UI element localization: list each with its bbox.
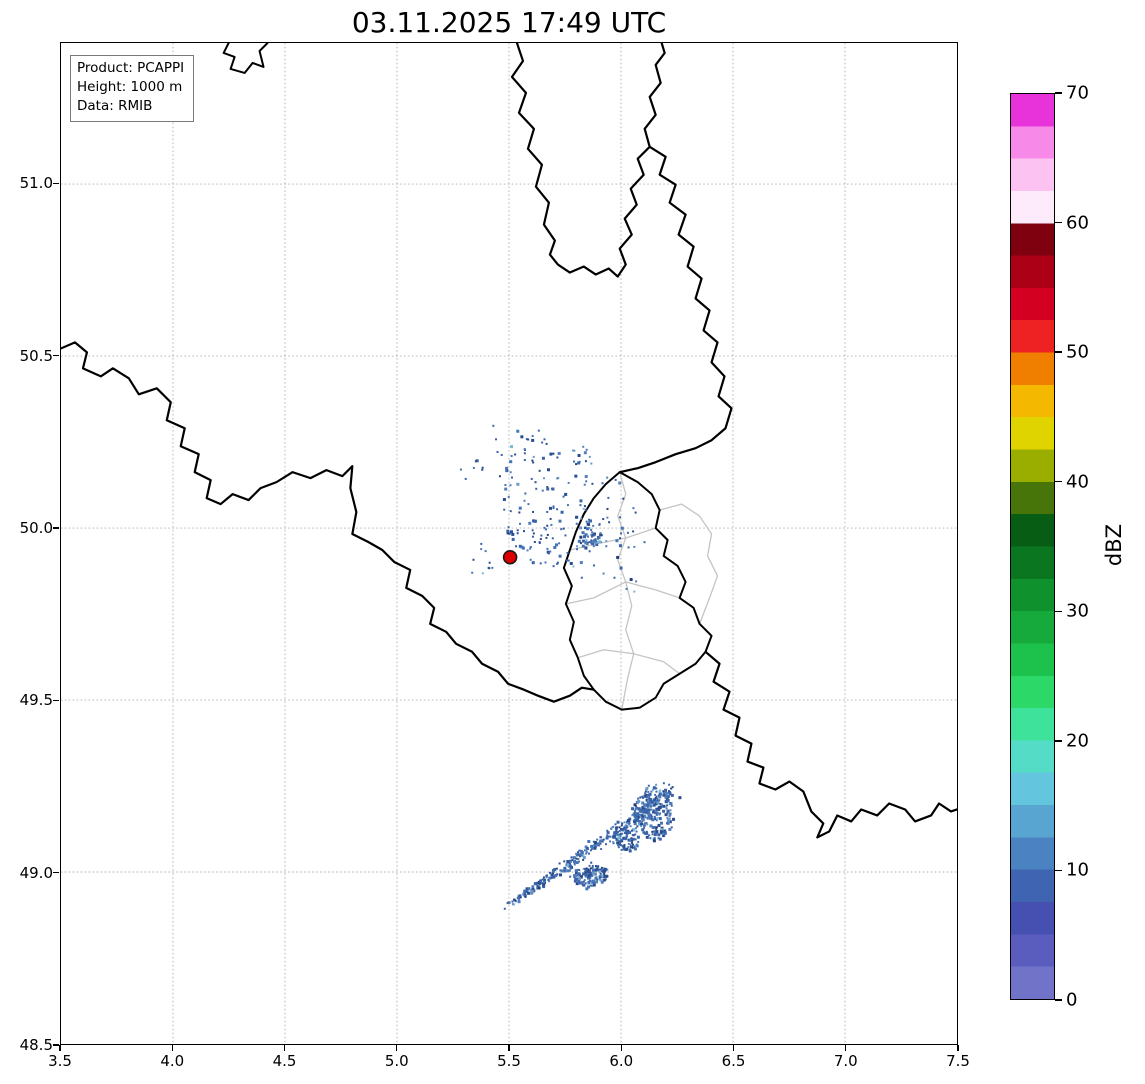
colorbar-tick-mark [1055,92,1062,94]
colorbar-tick-mark [1055,740,1062,742]
x-tick-mark [283,1045,286,1051]
x-tick-mark [508,1045,510,1051]
border-belgium-france [61,341,595,703]
radar-site-marker [502,549,518,565]
x-tick-label: 4.5 [272,1052,297,1070]
colorbar-tick-mark [1055,999,1062,1001]
colorbar-tick-label: 20 [1066,730,1089,752]
border-belgium-germany [618,145,733,474]
x-tick-label: 6.0 [609,1052,634,1070]
legend-box: Product: PCAPPI Height: 1000 m Data: RMI… [70,55,195,123]
y-tick-mark [53,699,59,702]
colorbar-tick-mark [1055,481,1062,483]
colorbar-tick-mark [1055,869,1062,872]
legend-line-height: Height: 1000 m [77,79,183,96]
colorbar-tick-mark [1055,351,1062,353]
colorbar-tick-label: 50 [1066,341,1089,363]
y-tick-label: 51.0 [19,174,53,193]
legend-line-product: Product: PCAPPI [77,60,185,76]
colorbar-tick-label: 60 [1066,212,1089,234]
x-tick-label: 7.0 [833,1052,858,1070]
chart-title: 03.11.2025 17:49 UTC [351,6,667,39]
colorbar-tick-label: 40 [1066,471,1089,493]
border-fragment-north [222,43,269,74]
colorbar-tick-label: 30 [1066,600,1089,622]
x-tick-label: 5.5 [497,1052,521,1070]
radar-echoes [459,424,682,910]
x-tick-mark [620,1045,622,1051]
x-tick-label: 3.5 [48,1052,72,1070]
colorbar-tick-label: 70 [1066,82,1089,104]
map-canvas [61,43,957,1044]
colorbar-label: dBZ [1102,523,1126,567]
x-tick-mark [396,1045,398,1051]
colorbar-tick-mark [1055,221,1062,224]
x-tick-mark [732,1045,735,1051]
x-tick-label: 4.0 [160,1052,185,1070]
outline-luxembourg [562,471,713,711]
border-france-germany [704,650,957,839]
x-tick-mark [59,1045,61,1051]
x-tick-mark [957,1045,959,1051]
map-plot-area: Product: PCAPPI Height: 1000 m Data: RMI… [60,42,958,1045]
border-netherlands-limburg [510,43,666,278]
y-tick-label: 49.0 [19,863,53,882]
legend-line-data: Data: RMIB [77,98,153,115]
colorbar [1010,93,1055,1000]
x-tick-mark [171,1045,173,1051]
x-tick-label: 7.5 [946,1052,970,1070]
grid-lines [61,43,957,1044]
colorbar-tick-mark [1055,610,1062,612]
y-tick-label: 50.0 [19,518,53,537]
y-tick-mark [53,354,59,357]
y-tick-mark [53,527,59,529]
x-tick-mark [845,1045,847,1051]
y-tick-label: 48.5 [19,1036,53,1054]
y-tick-label: 49.5 [19,691,53,710]
colorbar-tick-label: 10 [1066,859,1089,881]
y-tick-label: 50.5 [19,346,53,365]
y-tick-mark [53,182,59,184]
y-tick-mark [53,1044,59,1046]
country-borders [61,43,957,839]
x-tick-label: 6.5 [721,1052,746,1070]
x-tick-label: 5.0 [384,1052,409,1070]
colorbar-tick-label: 0 [1066,989,1078,1011]
colorbar-gradient [1011,94,1054,999]
y-tick-mark [53,871,59,874]
